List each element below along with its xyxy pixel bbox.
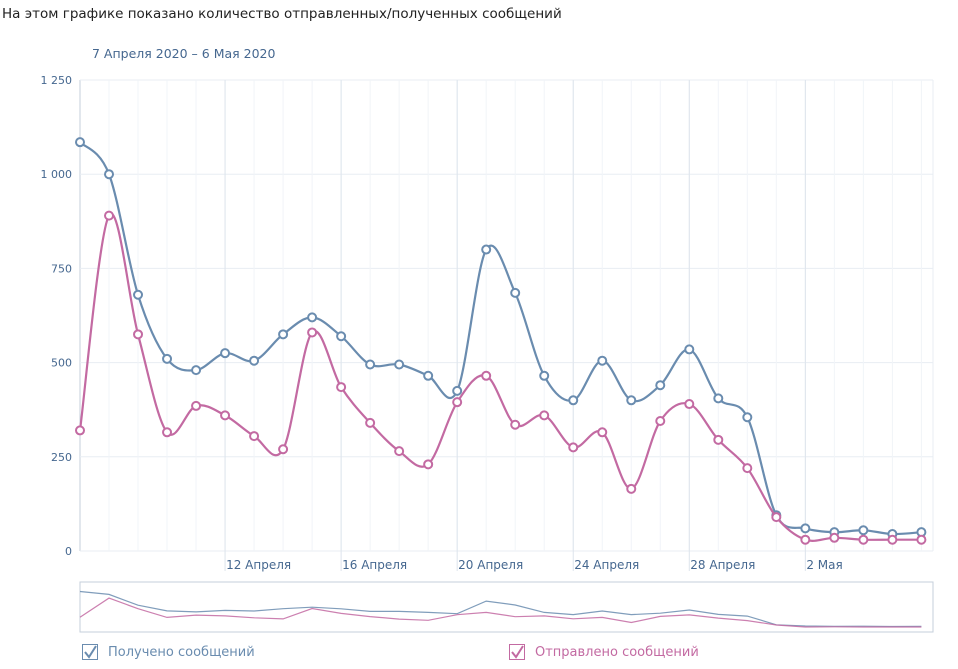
data-point-received: [162, 353, 173, 364]
y-tick-label: 0: [65, 545, 72, 558]
legend-item-sent[interactable]: Отправлено сообщений: [509, 644, 699, 660]
x-tick-label: 20 Апреля: [458, 558, 523, 572]
data-point-sent: [133, 329, 144, 340]
y-tick-label: 1 000: [41, 168, 73, 181]
data-point-sent: [742, 463, 753, 474]
x-tick-label: 24 Апреля: [574, 558, 639, 572]
data-point-sent: [75, 425, 85, 436]
checkmark-icon: [84, 645, 97, 659]
legend-label-received: Получено сообщений: [108, 644, 255, 660]
data-point-received: [539, 370, 550, 381]
data-point-sent: [423, 459, 434, 470]
data-point-received: [249, 355, 260, 366]
data-point-sent: [278, 444, 289, 455]
data-point-sent: [336, 382, 347, 393]
date-range[interactable]: 7 Апреля 2020 – 6 Мая 2020: [92, 46, 276, 61]
data-point-sent: [452, 397, 463, 408]
data-point-sent: [626, 483, 637, 494]
data-point-sent: [829, 532, 840, 543]
data-point-sent: [394, 446, 405, 457]
data-point-sent: [771, 512, 782, 523]
data-point-sent: [539, 410, 550, 421]
data-point-received: [394, 359, 405, 370]
data-point-received: [684, 344, 695, 355]
data-point-sent: [858, 534, 869, 545]
chart-caption: На этом графике показано количество отпр…: [2, 6, 562, 22]
checkbox-received[interactable]: [82, 644, 98, 660]
data-point-sent: [684, 399, 695, 410]
checkmark-icon: [511, 645, 524, 659]
legend-label-sent: Отправлено сообщений: [535, 644, 699, 660]
data-point-received: [191, 365, 202, 376]
checkbox-sent[interactable]: [509, 644, 525, 660]
data-point-received: [655, 380, 666, 391]
y-tick-label: 1 250: [41, 74, 73, 87]
data-point-received: [133, 289, 144, 300]
data-point-sent: [220, 410, 231, 421]
navigator-frame: [79, 581, 934, 633]
series-line-received: [79, 141, 922, 536]
data-point-received: [626, 395, 637, 406]
data-point-received: [597, 355, 608, 366]
x-tick-label: 2 Мая: [806, 558, 842, 572]
data-point-received: [75, 137, 85, 148]
x-tick-label: 28 Апреля: [690, 558, 755, 572]
data-point-sent: [655, 416, 666, 427]
x-tick-label: 16 Апреля: [342, 558, 407, 572]
data-point-received: [220, 348, 231, 359]
data-point-received: [713, 393, 724, 404]
data-point-sent: [481, 370, 492, 381]
data-point-received: [452, 385, 463, 396]
legend-item-received[interactable]: Получено сообщений: [82, 644, 255, 660]
data-point-received: [336, 331, 347, 342]
data-point-received: [423, 370, 434, 381]
data-point-sent: [916, 534, 927, 545]
data-point-received: [742, 412, 753, 423]
data-point-received: [307, 312, 318, 323]
navigator-line-sent: [79, 597, 922, 628]
data-point-received: [568, 395, 579, 406]
data-point-sent: [887, 534, 898, 545]
data-point-sent: [307, 327, 318, 338]
data-point-sent: [800, 534, 811, 545]
x-tick-label: 12 Апреля: [226, 558, 291, 572]
data-point-sent: [104, 210, 115, 221]
y-tick-label: 750: [51, 262, 72, 275]
data-point-sent: [162, 427, 173, 438]
data-point-sent: [713, 434, 724, 445]
data-point-sent: [510, 419, 521, 430]
line-chart: 0 250 500 750 1 000 1 250 12 Апреля 16 Апреля 20…: [41, 74, 934, 633]
data-point-received: [365, 359, 376, 370]
data-point-sent: [597, 427, 608, 438]
data-point-sent: [249, 431, 260, 442]
data-point-received: [800, 523, 811, 534]
data-point-received: [510, 287, 521, 298]
y-tick-label: 500: [51, 357, 72, 370]
data-point-received: [481, 244, 492, 255]
data-point-received: [104, 169, 115, 180]
data-point-received: [858, 525, 869, 536]
series-line-sent: [78, 212, 922, 542]
data-point-sent: [191, 400, 202, 411]
data-point-sent: [568, 442, 579, 453]
data-point-sent: [365, 417, 376, 428]
y-tick-label: 250: [51, 451, 72, 464]
data-point-received: [278, 329, 289, 340]
